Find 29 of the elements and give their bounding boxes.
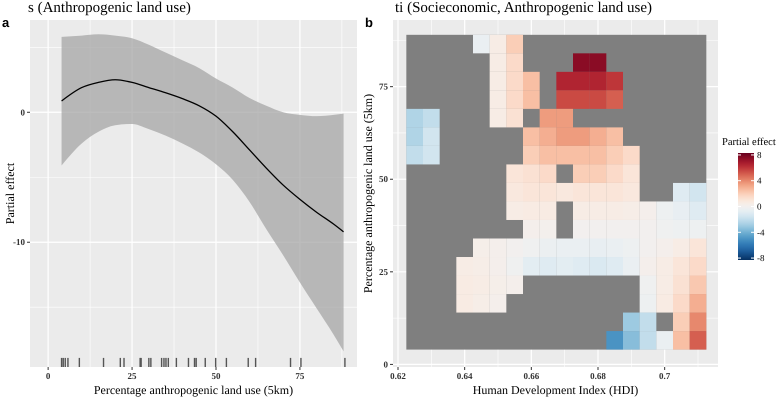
y-tick-label: 25 bbox=[379, 266, 388, 277]
x-tick-label: 75 bbox=[295, 371, 305, 381]
x-tick-label: 50 bbox=[211, 371, 221, 381]
y-tick-label: 0 bbox=[384, 359, 388, 370]
color-bar-title: Partial effect bbox=[722, 137, 776, 148]
x-tick-label: 0.68 bbox=[590, 371, 606, 381]
text: b bbox=[365, 15, 373, 30]
x-tick-label: 0.64 bbox=[456, 371, 474, 381]
color-bar-label: -8 bbox=[757, 253, 765, 264]
x-tick-label: 25 bbox=[128, 371, 138, 381]
color-bar-label: -4 bbox=[757, 227, 765, 238]
x-axis-title: Human Development Index (HDI) bbox=[472, 383, 638, 397]
y-axis-title: Partial effect bbox=[3, 162, 17, 224]
color-bar-label: 8 bbox=[757, 150, 762, 160]
x-tick-label: 0.7 bbox=[659, 371, 671, 381]
line-series bbox=[60, 79, 344, 232]
x-tick-label: 0 bbox=[46, 371, 51, 381]
y-tick-label: 75 bbox=[379, 82, 388, 92]
x-tick-label: 0.66 bbox=[523, 371, 540, 381]
chart-title: ti (Socieconomic, Anthropogenic land use) bbox=[395, 0, 652, 16]
x-axis-title: Percentage anthropogenic land use (5km) bbox=[94, 383, 294, 397]
color-bar-label: 0 bbox=[757, 202, 762, 212]
x-tick-label: 0.62 bbox=[390, 371, 406, 381]
chart-title: s (Anthropogenic land use) bbox=[28, 0, 191, 16]
y-tick-label: -10 bbox=[13, 237, 26, 248]
text: a bbox=[2, 15, 10, 30]
color-bar-label: 4 bbox=[757, 176, 762, 186]
y-axis-title: Percentage anthropogenic land use (5km) bbox=[361, 94, 375, 294]
y-tick-label: 50 bbox=[379, 174, 388, 184]
